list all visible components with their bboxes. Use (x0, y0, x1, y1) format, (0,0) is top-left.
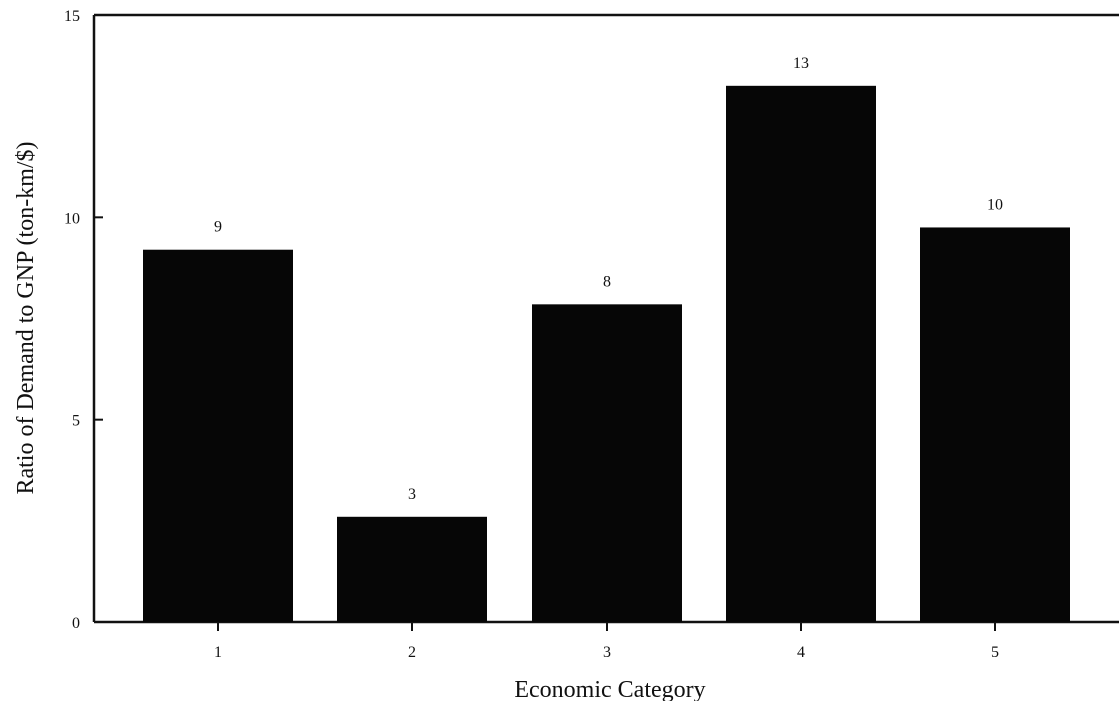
bar (726, 85, 876, 623)
y-tick-label: 5 (72, 413, 80, 430)
x-tick-label: 5 (991, 644, 999, 661)
bar (532, 304, 682, 622)
y-tick-label: 15 (64, 8, 80, 25)
x-axis-title: Economic Category (514, 677, 705, 701)
y-ticks: 0 5 10 15 (64, 8, 103, 632)
bars (143, 85, 1070, 623)
x-tick-label: 4 (797, 644, 805, 661)
y-tick-label: 0 (72, 615, 80, 632)
x-tick-label: 1 (214, 644, 222, 661)
bar-data-label: 8 (603, 273, 611, 290)
y-axis-title: Ratio of Demand to GNP (ton-km/$) (13, 141, 39, 494)
y-tick-label: 10 (64, 210, 80, 227)
bar (920, 227, 1070, 622)
bar-data-label: 10 (987, 196, 1003, 213)
bar-data-label: 9 (214, 219, 222, 236)
bar-data-label: 13 (793, 55, 809, 72)
x-tick-label: 3 (603, 644, 611, 661)
bar (337, 516, 487, 622)
bar-data-label: 3 (408, 486, 416, 503)
x-ticks: 1 2 3 4 5 (214, 622, 999, 661)
bar-labels: 9 3 8 13 10 (214, 55, 1003, 503)
bar (143, 249, 293, 622)
x-tick-label: 2 (408, 644, 416, 661)
